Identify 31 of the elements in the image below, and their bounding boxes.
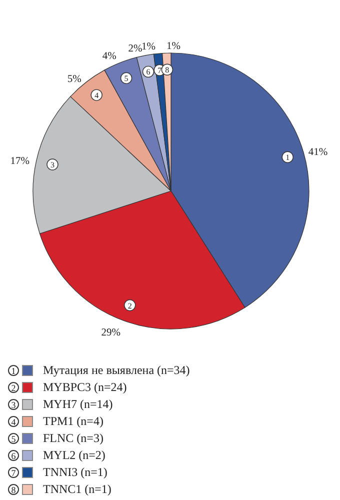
- data-label: 2%: [128, 44, 142, 55]
- circled-number: 8: [161, 64, 174, 76]
- circled-number: 1: [8, 365, 19, 376]
- legend-label: TPM1 (n=4): [43, 414, 104, 429]
- legend-label: MYH7 (n=14): [43, 397, 113, 412]
- data-label: 5%: [67, 74, 82, 86]
- circled-number: 6: [142, 66, 154, 78]
- data-label: 17%: [10, 156, 30, 167]
- circled-number: 2: [124, 299, 136, 312]
- circled-number: 4: [8, 416, 19, 427]
- data-label: 1%: [142, 42, 156, 53]
- legend-label: MYL2 (n=2): [43, 448, 106, 463]
- legend-label: FLNC (n=3): [43, 431, 104, 446]
- data-label: 4%: [102, 51, 117, 62]
- legend-label: TNNC1 (n=1): [43, 482, 112, 497]
- legend-label: Мутация не выявлена (n=34): [43, 363, 190, 378]
- circled-number: 6: [8, 450, 19, 461]
- circled-number: 5: [120, 72, 132, 84]
- legend-label: TNNI3 (n=1): [43, 465, 108, 480]
- circled-number: 1: [282, 151, 294, 163]
- circled-number: 7: [8, 467, 19, 478]
- data-label: 1%: [166, 41, 181, 52]
- circled-number: 8: [8, 484, 19, 495]
- circled-number: 4: [90, 89, 102, 101]
- data-label: 29%: [101, 328, 121, 339]
- circled-number: 3: [46, 158, 58, 170]
- circled-number: 5: [8, 433, 19, 444]
- legend-label: MYBPC3 (n=24): [43, 380, 127, 395]
- circled-number: 3: [8, 399, 19, 410]
- circled-number: 2: [8, 382, 19, 393]
- data-label: 41%: [308, 147, 328, 158]
